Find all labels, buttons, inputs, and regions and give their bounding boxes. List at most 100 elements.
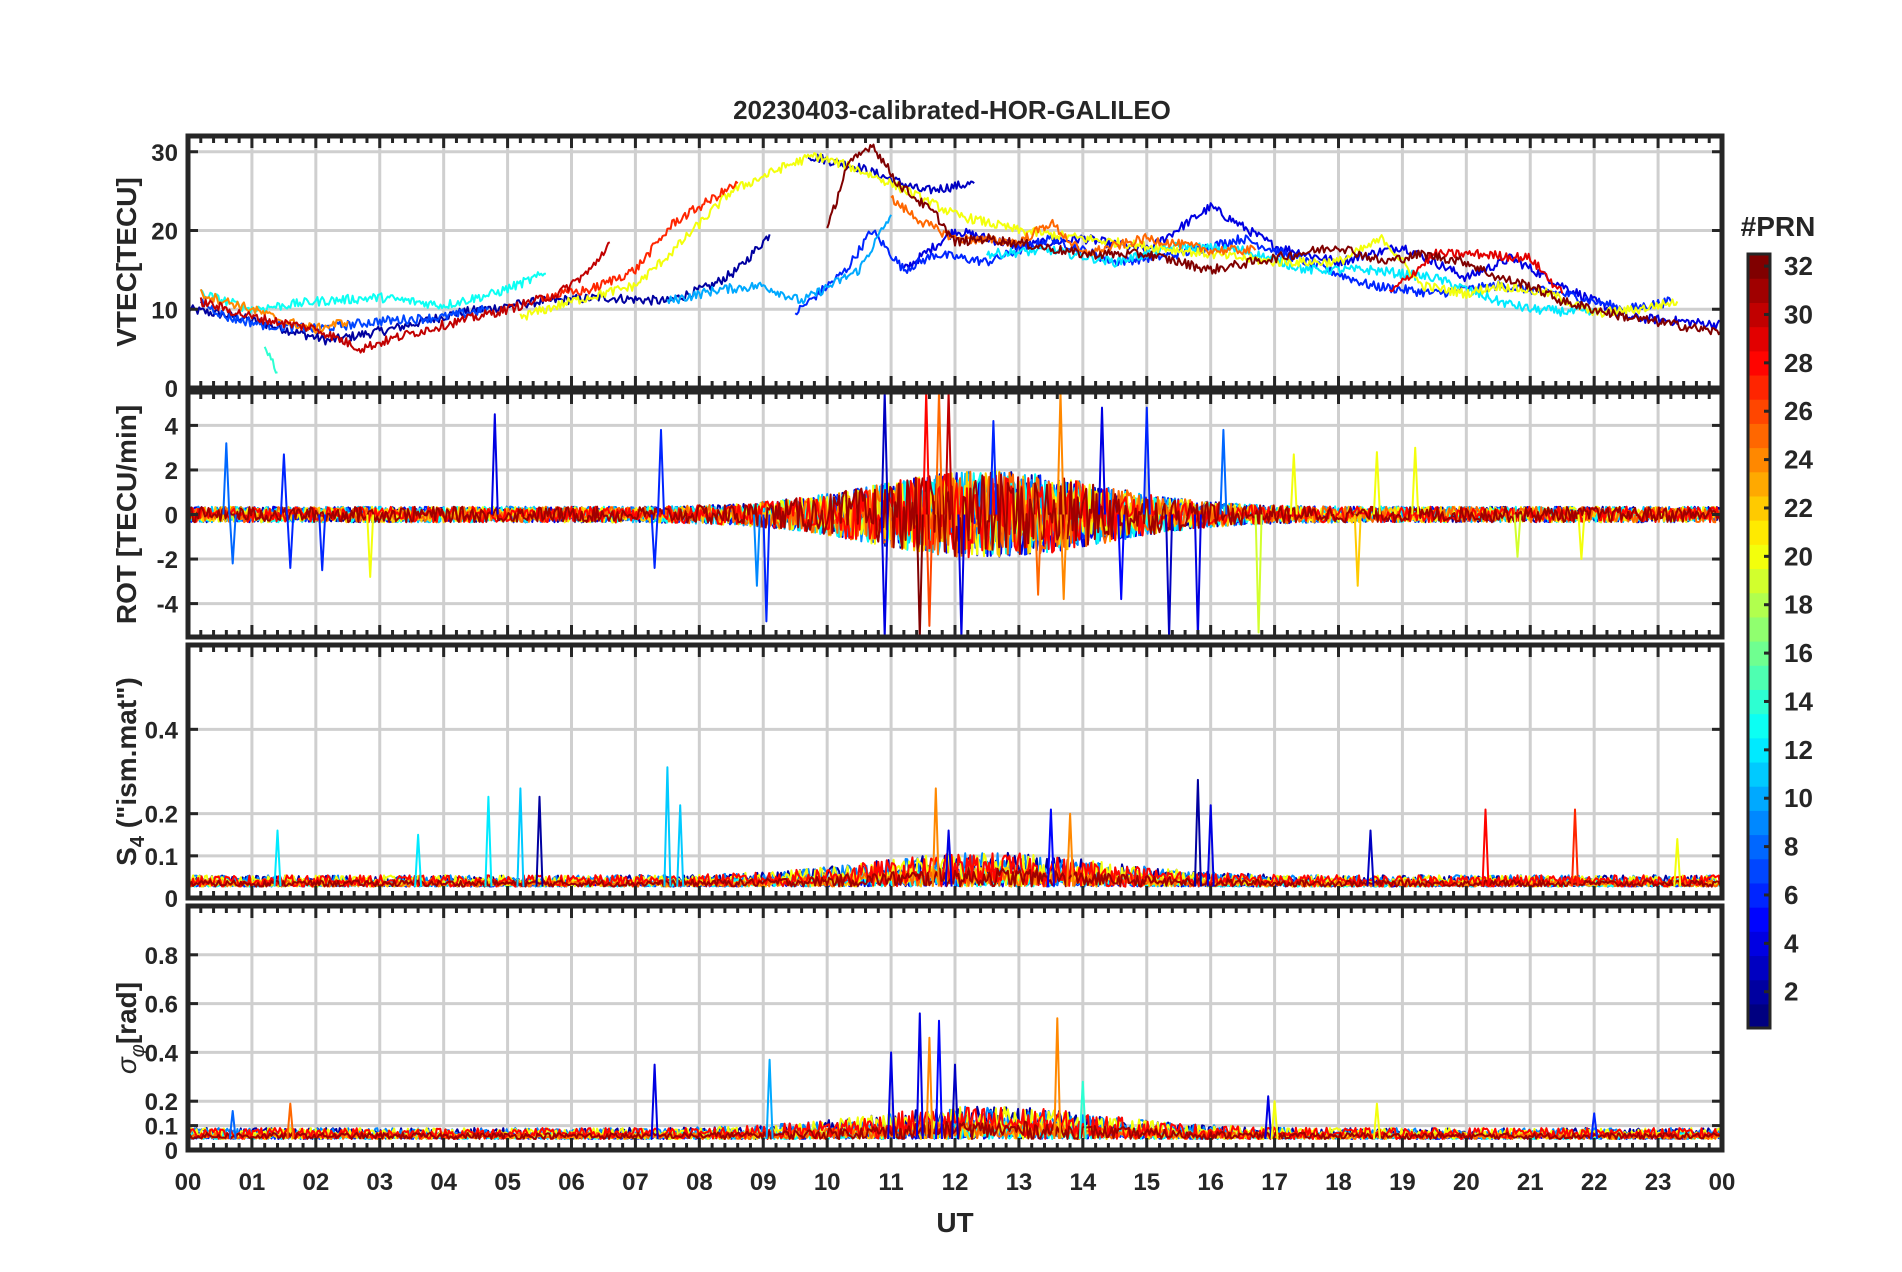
y-axis-label: ROT [TECU/min] <box>111 405 142 624</box>
x-tick-label: 11 <box>878 1169 903 1196</box>
x-tick-label: 20 <box>1453 1169 1480 1196</box>
spike-prn-10 <box>765 1058 774 1140</box>
vtec-series-prn-7 <box>199 298 490 333</box>
x-tick-label: 07 <box>622 1169 649 1196</box>
spike-prn-6 <box>279 453 288 515</box>
colorbar-step <box>1748 447 1770 473</box>
spike-prn-11 <box>676 804 685 887</box>
colorbar-tick-label: 6 <box>1784 880 1798 910</box>
x-tick-label: 04 <box>430 1169 457 1196</box>
spike-prn-20 <box>366 514 375 578</box>
spike-prn-27 <box>1571 808 1579 887</box>
y-tick-label: 10 <box>151 297 178 324</box>
colorbar-step <box>1748 641 1770 666</box>
y-tick-label: 0.1 <box>145 844 178 871</box>
colorbar-step <box>1748 374 1770 400</box>
y-tick-label: 20 <box>151 219 178 246</box>
spike-prn-6 <box>1590 1112 1599 1140</box>
panel-rot: -4 -2 0 2 4 ROT [TECU/min] <box>111 389 1725 640</box>
colorbar-step <box>1748 931 1770 957</box>
spike-prn-24 <box>1053 1017 1062 1140</box>
plot-traces <box>188 143 1722 374</box>
colorbar-step <box>1748 882 1770 908</box>
spike-prn-28 <box>922 392 931 515</box>
spike-prn-8 <box>1219 428 1228 515</box>
spike-prn-20 <box>1372 451 1381 515</box>
y-tick-label: 0 <box>165 886 178 913</box>
spike-prn-20 <box>1372 1102 1381 1140</box>
spike-prn-24 <box>1066 812 1075 887</box>
colorbar-tick-label: 14 <box>1784 686 1813 716</box>
colorbar-tick-label: 18 <box>1784 590 1813 620</box>
spike-prn-4 <box>1193 514 1202 637</box>
spike-prn-19 <box>1513 514 1522 558</box>
colorbar-step <box>1748 834 1770 860</box>
spike-prn-6 <box>657 428 665 515</box>
spike-prn-8 <box>222 442 231 515</box>
spike-prn-24 <box>1056 392 1065 515</box>
colorbar-step <box>1748 278 1770 303</box>
colorbar-step <box>1748 350 1770 376</box>
vtec-series-prn-24 <box>199 288 349 334</box>
colorbar-step <box>1748 665 1770 690</box>
y-axis-label: S4 ("ism.mat") <box>111 677 149 866</box>
spike-prn-20 <box>1411 446 1420 515</box>
spike-prn-6 <box>286 514 295 569</box>
colorbar-step <box>1748 568 1770 594</box>
y-tick-label: 0.2 <box>145 802 178 829</box>
colorbar-tick-label: 2 <box>1784 977 1798 1007</box>
spike-prn-6 <box>989 420 998 515</box>
spike-prn-24 <box>1059 514 1068 601</box>
colorbar-step <box>1748 592 1770 618</box>
spike-prn-4 <box>887 1051 896 1140</box>
spike-prn-28 <box>1481 808 1490 887</box>
spike-prn-20 <box>1673 838 1682 887</box>
spike-prn-12 <box>273 829 282 887</box>
colorbar-tick-label: 26 <box>1784 396 1813 426</box>
plot-traces <box>188 392 1722 637</box>
colorbar-tick-label: 22 <box>1784 493 1813 523</box>
spike-prn-2 <box>535 795 544 887</box>
colorbar-step <box>1748 495 1770 521</box>
spike-prn-5 <box>1117 514 1126 601</box>
colorbar-tick-label: 30 <box>1784 299 1813 329</box>
spike-prn-6 <box>318 514 327 572</box>
x-tick-label: 18 <box>1325 1169 1352 1196</box>
y-tick-label: 2 <box>165 458 178 485</box>
spike-prn-4 <box>944 829 953 887</box>
y-axis-label: σφ[rad] <box>111 982 149 1074</box>
x-tick-label: 09 <box>750 1169 777 1196</box>
y-tick-label: 0.2 <box>145 1089 178 1116</box>
colorbar-step <box>1748 326 1770 352</box>
colorbar-tick-label: 24 <box>1784 445 1813 475</box>
spike-prn-11 <box>663 766 672 887</box>
x-axis-label: UT <box>936 1207 973 1238</box>
spike-prn-20 <box>1577 514 1586 560</box>
colorbar-step <box>1748 520 1770 545</box>
y-tick-label: 0.4 <box>145 1040 179 1067</box>
spike-prn-6 <box>1142 406 1151 515</box>
colorbar-step <box>1748 302 1770 328</box>
x-tick-label: 21 <box>1517 1169 1544 1196</box>
colorbar-label: #PRN <box>1741 211 1816 242</box>
x-tick-label: 15 <box>1133 1169 1160 1196</box>
colorbar-step <box>1748 810 1770 836</box>
noise-series-prn-31 <box>188 1120 1722 1140</box>
colorbar-step <box>1748 786 1770 811</box>
y-tick-label: 0 <box>165 1138 178 1165</box>
y-tick-label: 0.8 <box>145 943 178 970</box>
x-tick-label: 22 <box>1581 1169 1608 1196</box>
colorbar-tick-label: 28 <box>1784 348 1813 378</box>
x-tick-label: 10 <box>814 1169 841 1196</box>
y-tick-label: 0.4 <box>145 717 179 744</box>
spike-prn-20 <box>1289 453 1298 515</box>
x-tick-label: 00 <box>1709 1169 1736 1196</box>
spike-prn-11 <box>516 787 525 887</box>
spike-prn-4 <box>1264 1095 1273 1140</box>
x-tick-label: 00 <box>175 1169 202 1196</box>
spike-prn-4 <box>957 514 966 637</box>
spike-prn-24 <box>925 1036 934 1140</box>
x-tick-label: 19 <box>1389 1169 1416 1196</box>
